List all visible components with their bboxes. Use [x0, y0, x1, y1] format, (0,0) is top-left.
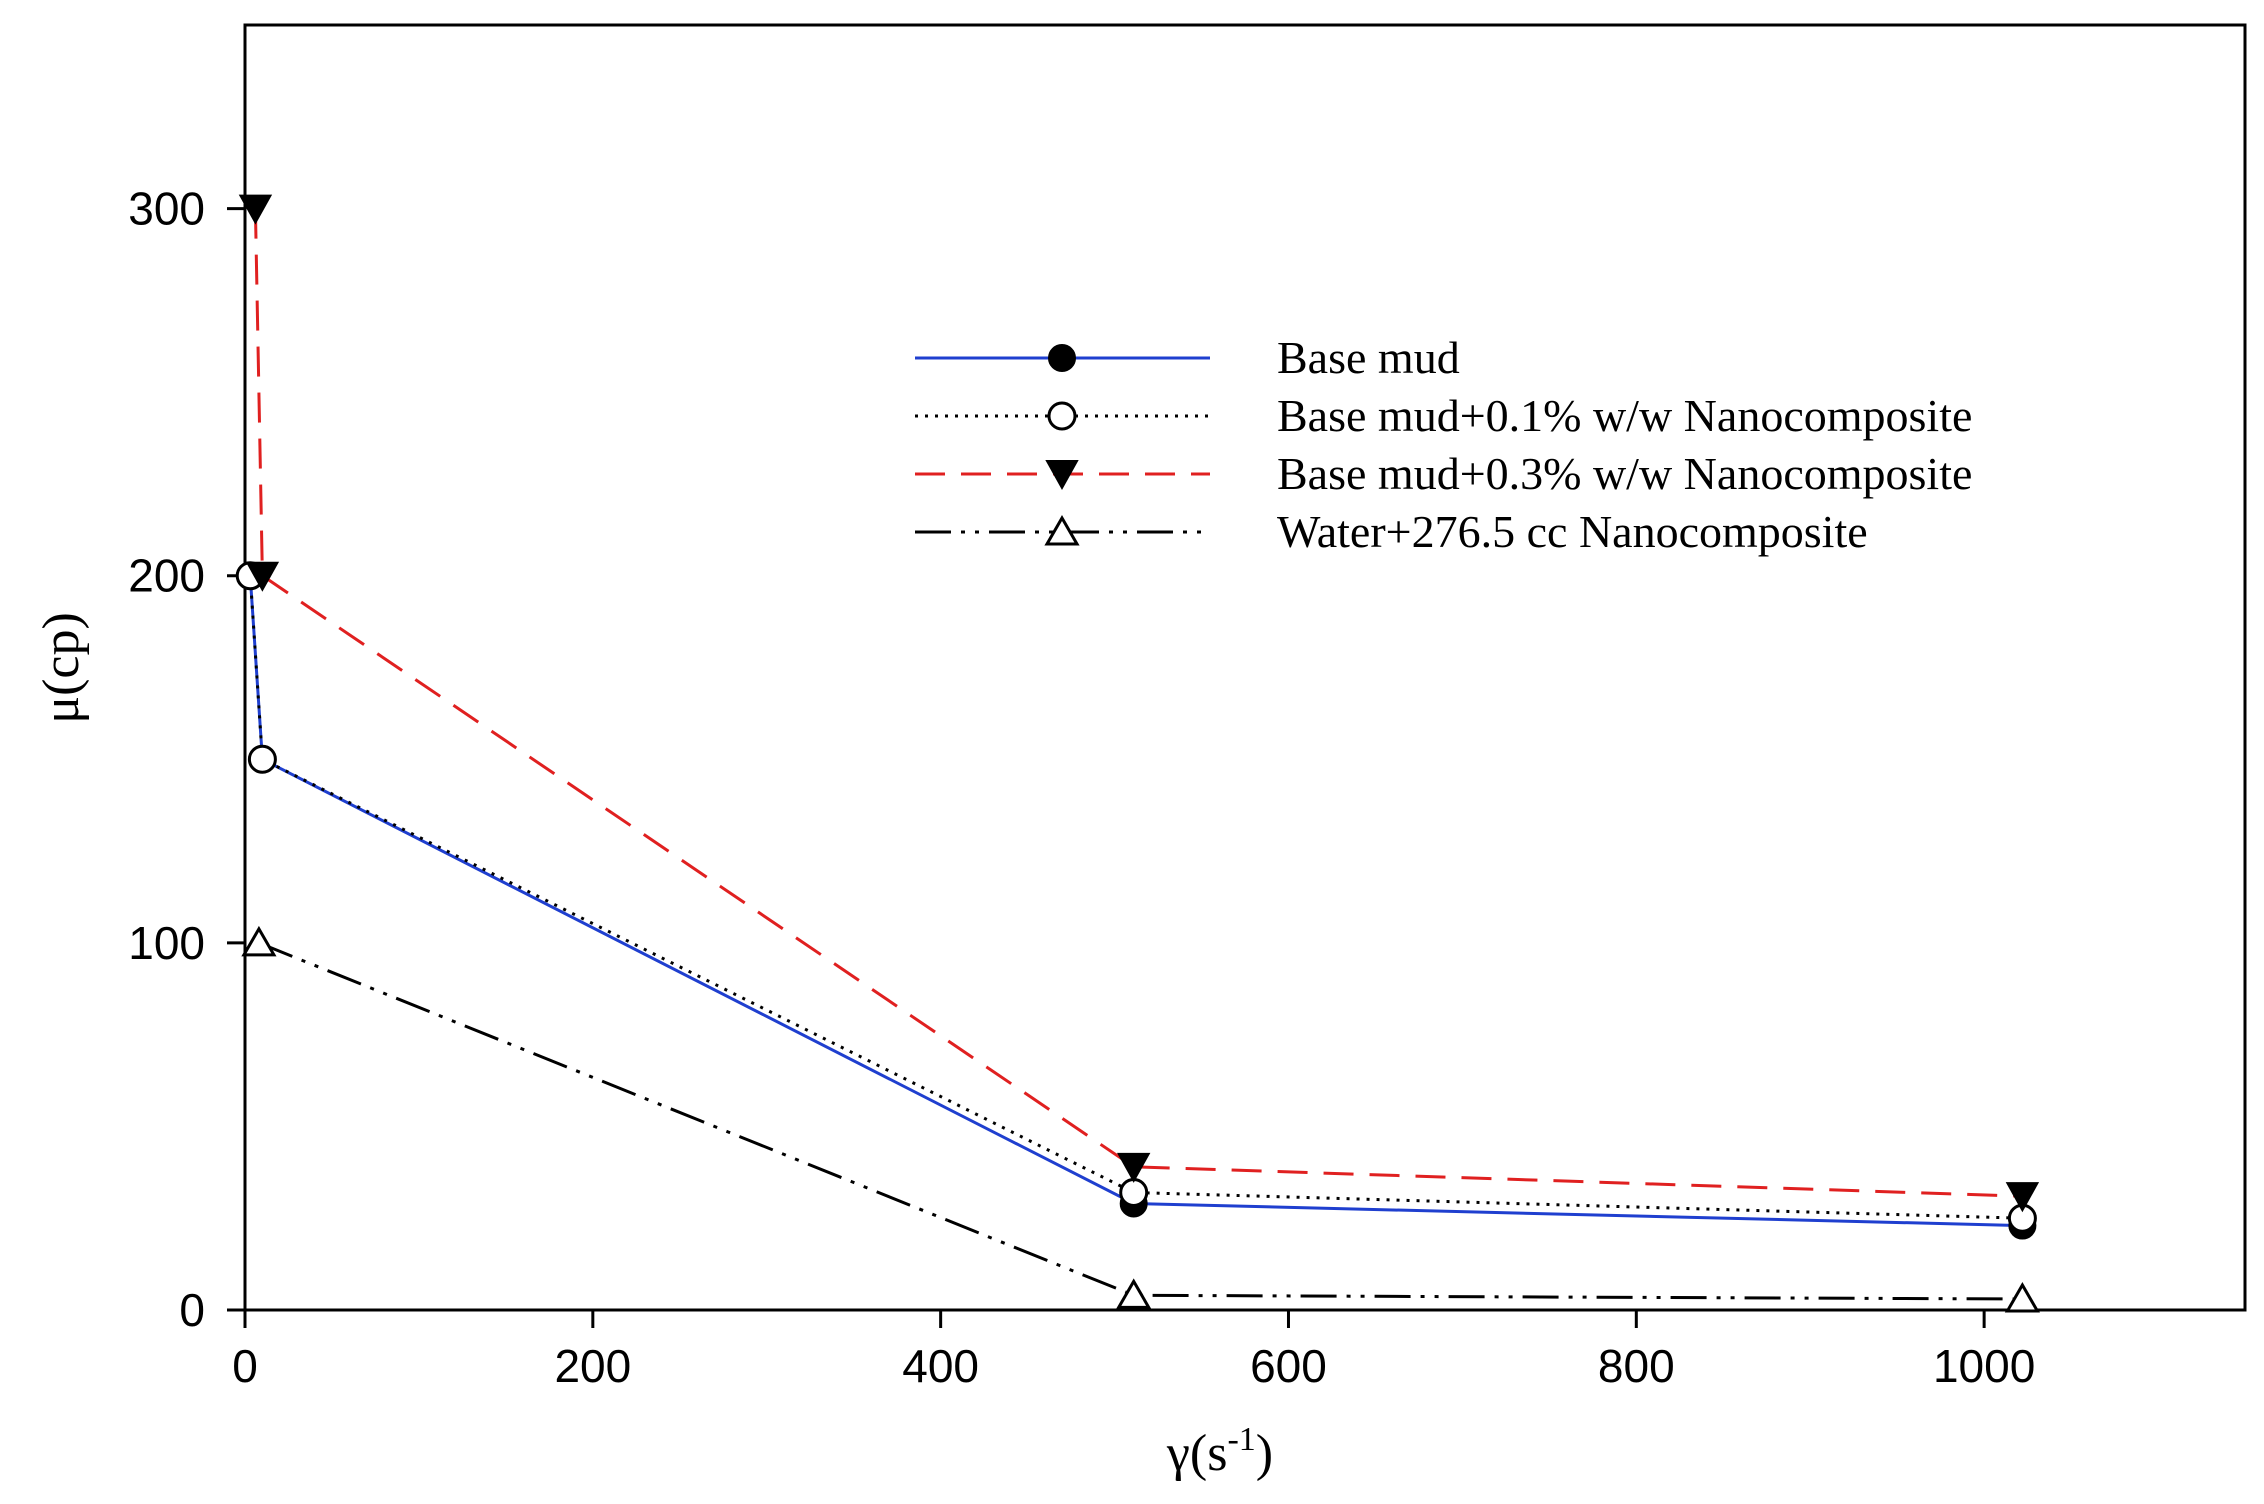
- legend-entry-1: Base mud: [915, 332, 1460, 383]
- x-axis: 0 200 400 600 800 1000: [232, 1310, 2035, 1392]
- data-point: [245, 561, 280, 592]
- series-4: [241, 925, 2040, 1313]
- data-point: [2004, 1281, 2040, 1313]
- y-axis-label: μ(cp): [33, 612, 90, 724]
- y-tick-label: 0: [179, 1284, 205, 1336]
- series-layer: [235, 194, 2040, 1313]
- legend-label: Base mud: [1277, 332, 1460, 383]
- legend-entry-2: Base mud+0.1% w/w Nanocomposite: [915, 390, 1972, 441]
- legend-marker: [1048, 344, 1076, 372]
- x-tick-label: 600: [1250, 1340, 1327, 1392]
- legend-label: Base mud+0.3% w/w Nanocomposite: [1277, 448, 1972, 499]
- x-tick-label: 800: [1598, 1340, 1675, 1392]
- series-line: [248, 575, 2023, 1220]
- legend-label: Water+276.5 cc Nanocomposite: [1277, 506, 1868, 557]
- data-point: [241, 925, 277, 957]
- legend: Base mud Base mud+0.1% w/w Nanocomposite B…: [915, 332, 1972, 557]
- legend-label: Base mud+0.1% w/w Nanocomposite: [1277, 390, 1972, 441]
- data-point: [2005, 1182, 2040, 1213]
- x-tick-label: 1000: [1933, 1340, 2035, 1392]
- y-tick-label: 100: [128, 917, 205, 969]
- y-tick-label: 300: [128, 183, 205, 235]
- legend-entry-4: Water+276.5 cc Nanocomposite: [915, 506, 1868, 557]
- x-tick-label: 400: [902, 1340, 979, 1392]
- x-tick-label: 200: [554, 1340, 631, 1392]
- data-point: [247, 744, 277, 774]
- plot-frame: [243, 23, 2247, 1312]
- data-point: [238, 194, 273, 225]
- legend-marker: [1047, 401, 1077, 431]
- legend-marker: [1044, 514, 1080, 546]
- data-point: [1119, 1178, 1149, 1208]
- y-axis: 0 100 200 300: [128, 183, 245, 1336]
- data-point: [1116, 1152, 1151, 1183]
- legend-marker: [1045, 460, 1079, 491]
- x-tick-label: 0: [232, 1340, 258, 1392]
- x-axis-label: γ(s-1): [1166, 1421, 1273, 1482]
- y-tick-label: 200: [128, 550, 205, 602]
- series-3: [238, 194, 2040, 1213]
- series-line: [258, 941, 2023, 1301]
- legend-entry-3: Base mud+0.3% w/w Nanocomposite: [915, 448, 1972, 499]
- series-line: [253, 208, 2023, 1198]
- data-point: [1116, 1278, 1152, 1309]
